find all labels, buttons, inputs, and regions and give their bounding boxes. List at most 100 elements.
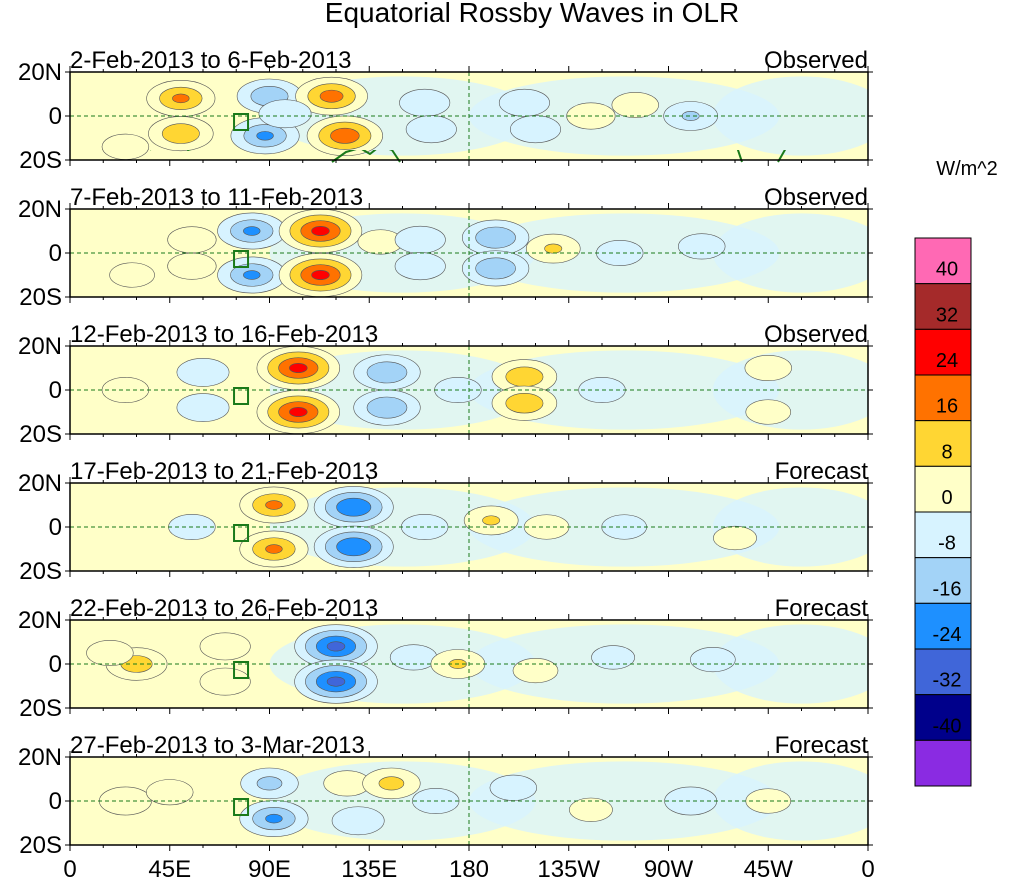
y-tick-label: 20N xyxy=(18,59,62,86)
olr-field xyxy=(70,346,868,434)
olr-anomaly-contour xyxy=(366,361,408,384)
x-tick-label: 90E xyxy=(248,856,291,883)
olr-anomaly-contour xyxy=(505,393,544,414)
panel-kind-label: Forecast xyxy=(775,458,869,485)
figure-title: Equatorial Rossby Waves in OLR xyxy=(325,0,739,28)
olr-anomaly-contour xyxy=(394,252,446,281)
y-tick-label: 20S xyxy=(19,147,62,174)
y-tick-label: 0 xyxy=(49,240,62,267)
colorbar-swatch xyxy=(914,739,972,787)
colorbar-level-label: -40 xyxy=(933,715,962,737)
olr-anomaly-contour xyxy=(690,647,736,673)
x-tick-label: 180 xyxy=(449,856,489,883)
x-tick-label: 45W xyxy=(744,856,794,883)
olr-anomaly-contour xyxy=(505,366,544,387)
olr-anomaly-contour xyxy=(389,644,438,671)
colorbar-level-label: -24 xyxy=(933,624,962,646)
y-tick-label: 0 xyxy=(49,788,62,815)
olr-anomaly-contour xyxy=(265,813,283,824)
olr-anomaly-contour xyxy=(713,525,757,551)
map-panel: 20N 0 20S 22-Feb-2013 to 26-Feb-2013 Forecas… xyxy=(18,595,873,722)
x-tick-label: 135E xyxy=(341,856,397,883)
panel-date-range: 27-Feb-2013 to 3-Mar-2013 xyxy=(70,732,365,759)
y-tick-label: 20N xyxy=(18,607,62,634)
x-axis: 0 45E 90E 135E 180 135W 90W 45W 0 xyxy=(63,856,874,883)
olr-anomaly-contour xyxy=(199,667,251,696)
x-tick-label: 45E xyxy=(148,856,191,883)
olr-anomaly-contour xyxy=(167,252,217,280)
colorbar-swatch xyxy=(914,283,972,330)
olr-anomaly-contour xyxy=(101,133,150,160)
olr-anomaly-contour xyxy=(399,88,451,117)
colorbar-swatch xyxy=(914,602,972,650)
colorbar-swatch xyxy=(914,420,972,467)
olr-anomaly-contour xyxy=(243,226,261,236)
index-box xyxy=(233,524,250,542)
index-box xyxy=(233,113,250,131)
y-tick-label: 0 xyxy=(49,651,62,678)
panel-date-range: 7-Feb-2013 to 11-Feb-2013 xyxy=(70,184,363,211)
weak-anomaly-band xyxy=(712,487,868,567)
colorbar-level-label: 40 xyxy=(936,259,958,281)
panel-date-range: 17-Feb-2013 to 21-Feb-2013 xyxy=(70,458,378,485)
units-label: W/m^2 xyxy=(936,158,998,180)
panel-kind-label: Forecast xyxy=(775,732,869,759)
panel-kind-label: Observed xyxy=(764,47,868,74)
olr-anomaly-contour xyxy=(326,641,346,652)
panel-date-range: 2-Feb-2013 to 6-Feb-2013 xyxy=(70,47,352,74)
olr-anomaly-contour xyxy=(146,779,194,806)
colorbar-swatch xyxy=(914,328,972,376)
olr-anomaly-contour xyxy=(311,226,330,236)
olr-anomaly-contour xyxy=(482,515,501,526)
weak-anomaly-band xyxy=(712,76,868,156)
olr-anomaly-contour xyxy=(199,632,251,661)
olr-anomaly-contour xyxy=(336,497,372,517)
y-tick-label: 20S xyxy=(19,832,62,859)
y-tick-label: 0 xyxy=(49,103,62,130)
olr-anomaly-contour xyxy=(319,89,344,103)
y-tick-label: 20S xyxy=(19,558,62,585)
olr-anomaly-contour xyxy=(256,776,283,791)
olr-anomaly-contour xyxy=(172,93,190,104)
map-panel: 20N 0 20S 2-Feb-2013 to 6-Feb-2013 Observed xyxy=(18,47,873,174)
olr-anomaly-contour xyxy=(475,257,516,280)
colorbar-level-label: -16 xyxy=(933,578,962,600)
panel-date-range: 22-Feb-2013 to 26-Feb-2013 xyxy=(70,595,378,622)
y-tick-label: 0 xyxy=(49,377,62,404)
weak-anomaly-band xyxy=(712,624,868,704)
olr-anomaly-contour xyxy=(331,806,385,836)
y-tick-label: 20N xyxy=(18,470,62,497)
weak-anomaly-band xyxy=(712,213,868,293)
olr-field xyxy=(70,620,868,708)
panel-date-range: 12-Feb-2013 to 16-Feb-2013 xyxy=(70,321,378,348)
olr-anomaly-contour xyxy=(243,270,261,280)
map-panel: 20N 0 20S 17-Feb-2013 to 21-Feb-2013 Forecas… xyxy=(18,458,873,585)
map-panel: 20N 0 20S 7-Feb-2013 to 11-Feb-2013 Observed xyxy=(18,184,873,311)
olr-anomaly-contour xyxy=(326,676,346,687)
olr-anomaly-contour xyxy=(366,396,408,419)
olr-anomaly-contour xyxy=(289,363,308,373)
colorbar-level-label: 16 xyxy=(936,396,958,418)
olr-anomaly-contour xyxy=(591,645,635,670)
olr-field xyxy=(70,757,868,845)
olr-anomaly-contour xyxy=(265,500,283,510)
map-panel: 20N 0 20S 12-Feb-2013 to 16-Feb-2013 Observe… xyxy=(18,321,873,448)
olr-anomaly-contour xyxy=(405,115,457,144)
colorbar-swatch xyxy=(914,237,972,285)
olr-anomaly-contour xyxy=(256,131,274,141)
x-tick-label: 90W xyxy=(644,856,694,883)
colorbar-level-label: -8 xyxy=(938,533,956,555)
colorbar: 40 32 24 16 8 0 -8 -16 -24 -32 -40 xyxy=(914,237,972,787)
olr-field xyxy=(70,209,868,297)
olr-anomaly-contour xyxy=(509,115,561,144)
olr-anomaly-contour xyxy=(744,354,792,381)
olr-anomaly-contour xyxy=(265,544,283,554)
olr-anomaly-contour xyxy=(176,393,230,422)
olr-anomaly-contour xyxy=(378,776,405,791)
olr-anomaly-contour xyxy=(475,226,516,249)
olr-anomaly-contour xyxy=(330,127,360,144)
olr-anomaly-contour xyxy=(611,92,659,119)
colorbar-swatch xyxy=(914,648,972,696)
x-tick-label: 0 xyxy=(861,856,874,883)
